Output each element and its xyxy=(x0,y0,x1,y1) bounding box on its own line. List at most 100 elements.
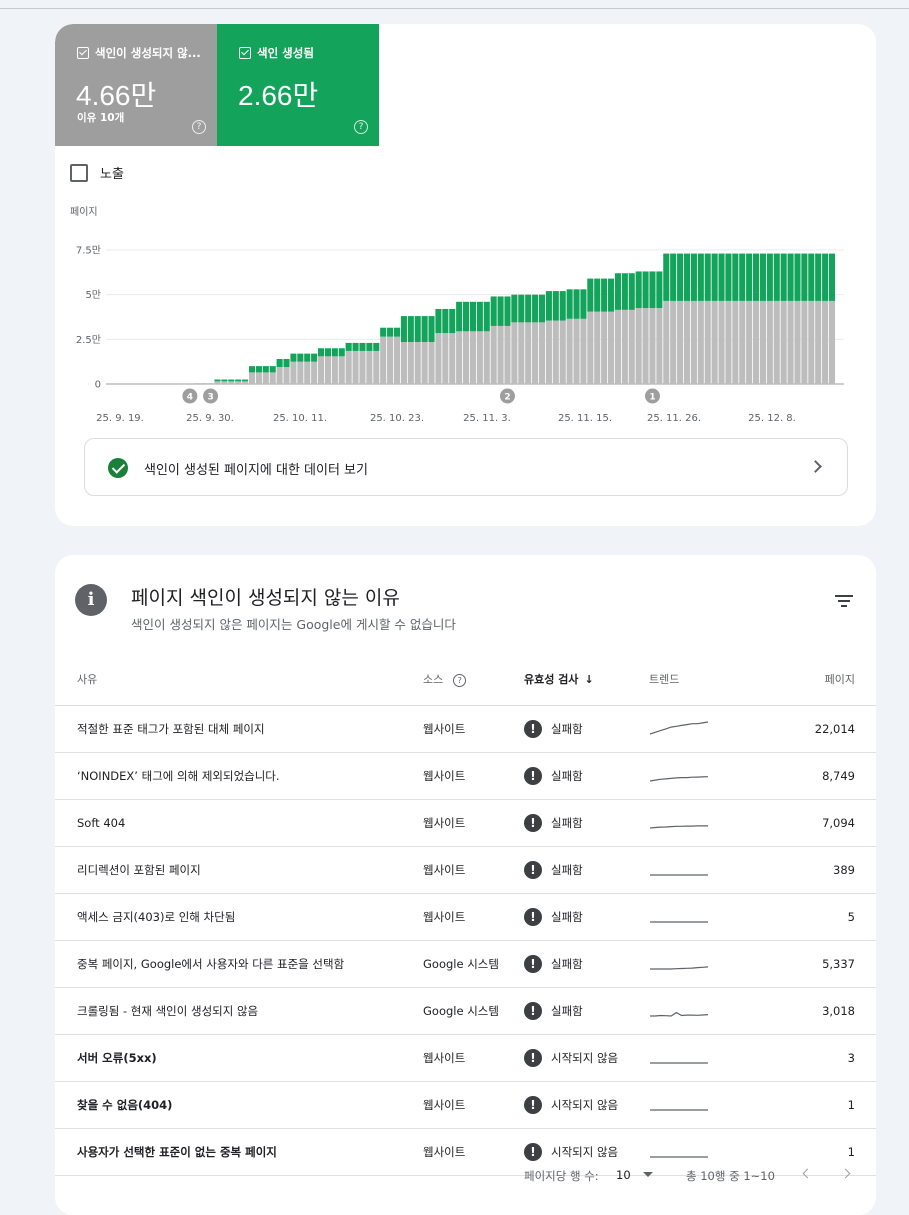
bar-not-indexed xyxy=(801,300,808,384)
bar-indexed xyxy=(815,253,822,301)
checkbox-checked-icon[interactable] xyxy=(77,47,89,59)
bar-not-indexed xyxy=(718,300,725,384)
y-tick-label: 5만 xyxy=(85,289,101,301)
bar-not-indexed xyxy=(518,322,525,384)
bar-not-indexed xyxy=(649,308,656,384)
indexed-tile[interactable]: 색인 생성됨 2.66만 ? xyxy=(217,24,379,146)
bar-not-indexed xyxy=(407,342,414,384)
bar-indexed xyxy=(463,301,470,332)
bar-indexed xyxy=(456,301,463,332)
bar-not-indexed xyxy=(414,342,421,384)
column-validation-label: 유효성 검사 xyxy=(524,673,579,686)
bar-not-indexed xyxy=(400,342,407,384)
bar-indexed xyxy=(828,253,836,301)
bar-indexed xyxy=(407,316,414,343)
bar-not-indexed xyxy=(262,372,269,384)
row-status: 실패함 xyxy=(551,769,583,783)
annotation-marker xyxy=(644,388,660,404)
reasons-card: i 페이지 색인이 생성되지 않는 이유 색인이 생성되지 않은 페이지는 Go… xyxy=(55,555,876,1215)
bar-not-indexed xyxy=(338,356,345,384)
trend-sparkline xyxy=(649,775,709,782)
bar-indexed xyxy=(449,308,456,334)
column-source[interactable]: 소스? xyxy=(401,653,524,706)
bar-indexed xyxy=(559,291,566,321)
table-row[interactable]: Soft 404 웹사이트! 실패함 7,094 xyxy=(55,799,876,847)
section-subtitle: 색인이 생성되지 않은 페이지는 Google에 게시할 수 없습니다 xyxy=(131,617,456,632)
help-icon[interactable]: ? xyxy=(354,120,368,134)
row-validation: ! 시작되지 않음 xyxy=(524,1081,649,1129)
not-indexed-label: 색인이 생성되지 않... xyxy=(95,46,201,60)
not-indexed-tile[interactable]: 색인이 생성되지 않... 4.66만 이유 10개 ? xyxy=(55,24,217,146)
table-row[interactable]: 크롤링됨 - 현재 색인이 생성되지 않음 Google 시스템! 실패함 3,018 xyxy=(55,987,876,1035)
table-row[interactable]: 사용자가 선택한 표준이 없는 중복 페이지 웹사이트! 시작되지 않음 1 xyxy=(55,1128,876,1176)
section-title: 페이지 색인이 생성되지 않는 이유 xyxy=(131,587,400,609)
row-pages: 1 xyxy=(760,1128,876,1176)
bar-not-indexed xyxy=(207,383,214,384)
bar-indexed xyxy=(248,366,256,373)
row-pages: 3 xyxy=(760,1034,876,1082)
row-validation: ! 시작되지 않음 xyxy=(524,1128,649,1176)
page-range: 총 10행 중 1~10 xyxy=(686,1169,775,1183)
bar-not-indexed xyxy=(559,320,566,384)
help-icon[interactable]: ? xyxy=(192,120,206,134)
bar-not-indexed xyxy=(552,320,559,384)
column-source-label: 소스 xyxy=(423,673,444,686)
row-pages: 7,094 xyxy=(760,799,876,847)
column-trend: 트렌드 xyxy=(649,653,760,706)
bar-indexed xyxy=(538,294,546,323)
bar-indexed xyxy=(228,379,235,382)
bar-not-indexed xyxy=(766,300,773,384)
top-divider xyxy=(0,8,909,9)
dropdown-arrow-icon[interactable] xyxy=(643,1172,653,1177)
row-trend xyxy=(649,705,760,753)
bar-indexed xyxy=(435,308,442,334)
bar-not-indexed xyxy=(214,381,221,384)
table-row[interactable]: ‘NOINDEX’ 태그에 의해 제외되었습니다. 웹사이트! 실패함 8,749 xyxy=(55,752,876,800)
row-trend xyxy=(649,940,760,988)
rows-per-page-select[interactable]: 10 xyxy=(616,1168,631,1182)
bar-not-indexed xyxy=(255,372,262,384)
table-row[interactable]: 중복 페이지, Google에서 사용자와 다른 표준을 선택함 Google 시… xyxy=(55,940,876,988)
view-indexed-data-button[interactable]: 색인이 생성된 페이지에 대한 데이터 보기 xyxy=(84,438,848,496)
filter-icon[interactable] xyxy=(835,595,853,609)
bar-indexed xyxy=(601,278,608,312)
bar-indexed xyxy=(324,348,331,357)
impressions-toggle[interactable]: 노출 xyxy=(70,163,124,182)
chevron-right-icon[interactable] xyxy=(840,1168,851,1179)
alert-icon: ! xyxy=(524,720,542,738)
chevron-left-icon[interactable] xyxy=(802,1168,813,1179)
row-reason: 사용자가 선택한 표준이 없는 중복 페이지 xyxy=(55,1128,401,1176)
help-icon[interactable]: ? xyxy=(453,673,467,687)
bar-indexed xyxy=(739,253,746,301)
trend-sparkline xyxy=(650,1011,709,1017)
bar-indexed xyxy=(663,253,670,301)
column-validation[interactable]: 유효성 검사 ↓ xyxy=(524,653,649,706)
check-circle-icon xyxy=(108,458,128,478)
bar-not-indexed xyxy=(297,361,304,384)
table-row[interactable]: 찾을 수 없음(404) 웹사이트! 시작되지 않음 1 xyxy=(55,1081,876,1129)
table-row[interactable]: 적절한 표준 태그가 포함된 대체 페이지 웹사이트! 실패함 22,014 xyxy=(55,705,876,753)
info-icon: i xyxy=(75,584,107,616)
bar-indexed xyxy=(670,253,677,301)
bar-not-indexed xyxy=(483,331,490,384)
bar-not-indexed xyxy=(628,309,635,384)
bar-indexed xyxy=(594,278,601,312)
checkbox-unchecked-icon[interactable] xyxy=(70,163,88,182)
row-pages: 389 xyxy=(760,846,876,894)
table-row[interactable]: 서버 오류(5xx) 웹사이트! 시작되지 않음 3 xyxy=(55,1034,876,1082)
column-pages[interactable]: 페이지 xyxy=(760,653,876,706)
impressions-label: 노출 xyxy=(100,167,124,182)
column-reason[interactable]: 사유 xyxy=(55,653,401,706)
trend-line xyxy=(649,775,709,782)
table-row[interactable]: 리디렉션이 포함된 페이지 웹사이트! 실패함 389 xyxy=(55,846,876,894)
row-reason: 액세스 금지(403)로 인해 차단됨 xyxy=(55,893,401,941)
bar-indexed xyxy=(566,289,573,319)
checkbox-checked-icon[interactable] xyxy=(239,47,251,59)
bar-indexed xyxy=(373,342,380,351)
row-pages: 1 xyxy=(760,1081,876,1129)
bar-not-indexed xyxy=(311,361,318,384)
bar-not-indexed xyxy=(304,361,311,384)
bar-indexed xyxy=(262,366,269,373)
row-trend xyxy=(649,752,760,800)
table-row[interactable]: 액세스 금지(403)로 인해 차단됨 웹사이트! 실패함 5 xyxy=(55,893,876,941)
